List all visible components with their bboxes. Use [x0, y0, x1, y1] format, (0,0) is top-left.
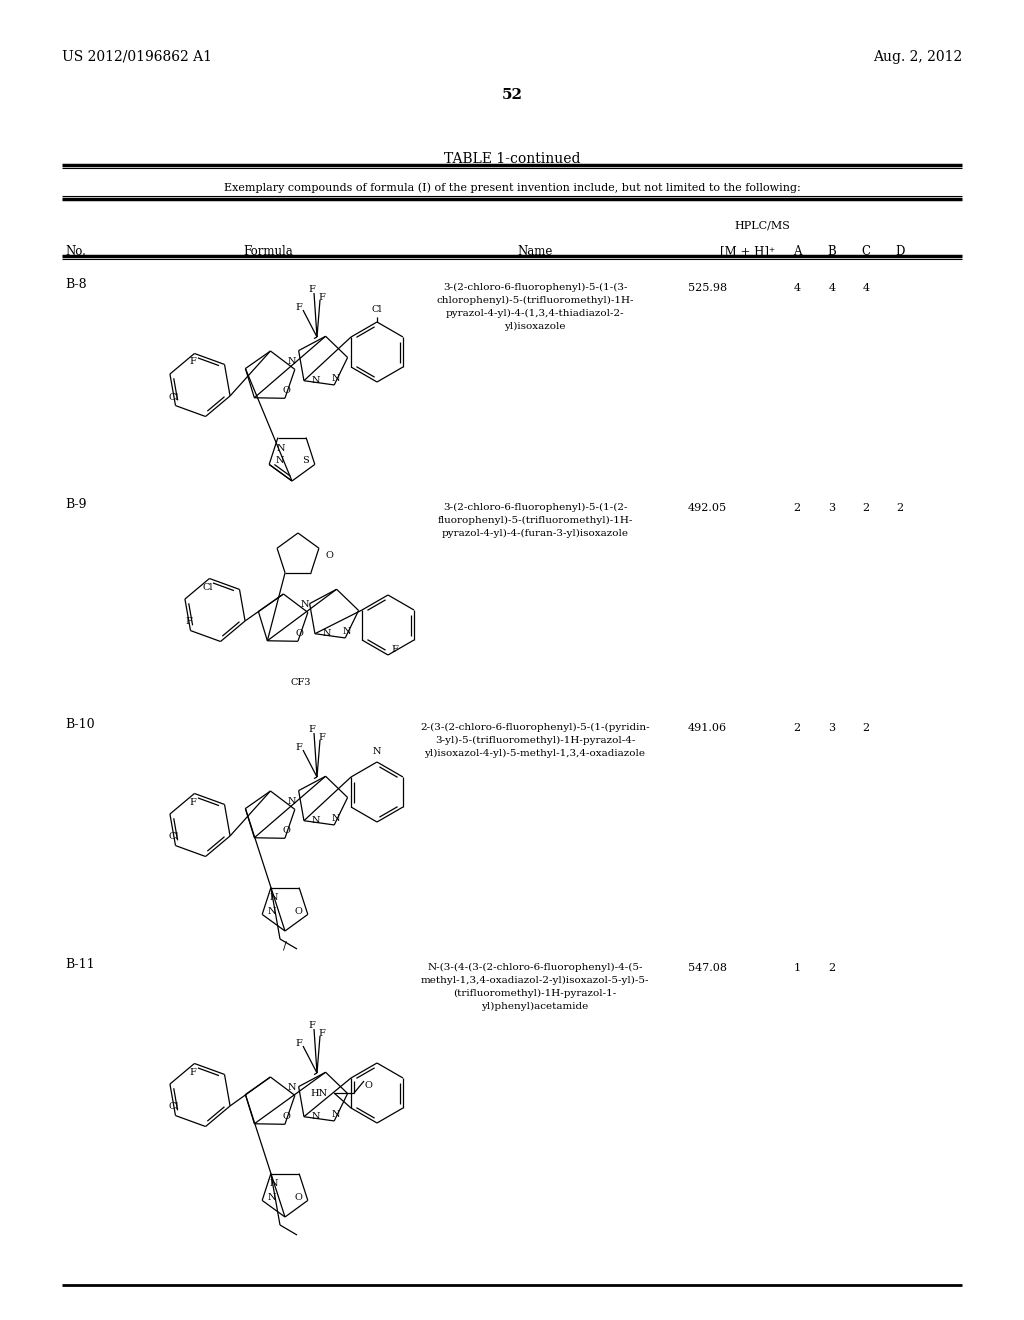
- Text: O: O: [296, 628, 304, 638]
- Text: B-10: B-10: [65, 718, 94, 731]
- Text: F: F: [185, 616, 191, 626]
- Text: Cl: Cl: [168, 392, 179, 401]
- Text: 3: 3: [828, 723, 836, 733]
- Text: [M + H]⁺: [M + H]⁺: [720, 246, 775, 257]
- Text: N: N: [312, 376, 321, 385]
- Text: 3-(2-chloro-6-fluorophenyl)-5-(1-(3-: 3-(2-chloro-6-fluorophenyl)-5-(1-(3-: [442, 282, 628, 292]
- Text: O: O: [325, 550, 333, 560]
- Text: (trifluoromethyl)-1H-pyrazol-1-: (trifluoromethyl)-1H-pyrazol-1-: [454, 989, 616, 998]
- Text: Name: Name: [517, 246, 553, 257]
- Text: CF3: CF3: [291, 678, 311, 686]
- Text: 1: 1: [794, 964, 801, 973]
- Text: C: C: [861, 246, 870, 257]
- Text: N: N: [269, 892, 279, 902]
- Text: N: N: [332, 1110, 340, 1119]
- Text: Cl: Cl: [372, 305, 382, 314]
- Text: N: N: [275, 455, 284, 465]
- Text: N: N: [332, 814, 340, 824]
- Text: B: B: [827, 246, 837, 257]
- Text: 491.06: 491.06: [688, 723, 727, 733]
- Text: N: N: [269, 1179, 279, 1188]
- Text: N: N: [276, 444, 285, 453]
- Text: US 2012/0196862 A1: US 2012/0196862 A1: [62, 50, 212, 63]
- Text: S: S: [302, 455, 309, 465]
- Text: F: F: [318, 1028, 326, 1038]
- Text: O: O: [283, 385, 291, 395]
- Text: D: D: [895, 246, 904, 257]
- Text: F: F: [189, 799, 196, 808]
- Text: N: N: [301, 599, 309, 609]
- Text: N: N: [343, 627, 351, 636]
- Text: 525.98: 525.98: [688, 282, 727, 293]
- Text: F: F: [318, 733, 326, 742]
- Text: TABLE 1-continued: TABLE 1-continued: [443, 152, 581, 166]
- Text: O: O: [295, 1193, 303, 1203]
- Text: A: A: [793, 246, 801, 257]
- Text: pyrazol-4-yl)-4-(1,3,4-thiadiazol-2-: pyrazol-4-yl)-4-(1,3,4-thiadiazol-2-: [445, 309, 625, 318]
- Text: 547.08: 547.08: [688, 964, 727, 973]
- Text: pyrazol-4-yl)-4-(furan-3-yl)isoxazole: pyrazol-4-yl)-4-(furan-3-yl)isoxazole: [441, 529, 629, 539]
- Text: Exemplary compounds of formula (I) of the present invention include, but not lim: Exemplary compounds of formula (I) of th…: [223, 182, 801, 193]
- Text: chlorophenyl)-5-(trifluoromethyl)-1H-: chlorophenyl)-5-(trifluoromethyl)-1H-: [436, 296, 634, 305]
- Text: 4: 4: [862, 282, 869, 293]
- Text: HPLC/MS: HPLC/MS: [734, 220, 790, 230]
- Text: F: F: [308, 1020, 315, 1030]
- Text: F: F: [296, 302, 302, 312]
- Text: Cl: Cl: [168, 832, 179, 841]
- Text: O: O: [283, 826, 291, 834]
- Text: 2-(3-(2-chloro-6-fluorophenyl)-5-(1-(pyridin-: 2-(3-(2-chloro-6-fluorophenyl)-5-(1-(pyr…: [420, 723, 650, 733]
- Text: N: N: [332, 375, 340, 383]
- Text: O: O: [295, 907, 303, 916]
- Text: 4: 4: [794, 282, 801, 293]
- Text: 3: 3: [828, 503, 836, 513]
- Text: F: F: [308, 725, 315, 734]
- Text: 2: 2: [794, 503, 801, 513]
- Text: No.: No.: [65, 246, 86, 257]
- Text: N: N: [312, 1113, 321, 1121]
- Text: yl)isoxazol-4-yl)-5-methyl-1,3,4-oxadiazole: yl)isoxazol-4-yl)-5-methyl-1,3,4-oxadiaz…: [425, 748, 645, 758]
- Text: 492.05: 492.05: [688, 503, 727, 513]
- Text: 2: 2: [794, 723, 801, 733]
- Text: N: N: [288, 797, 296, 807]
- Text: Cl: Cl: [168, 1102, 179, 1110]
- Text: F: F: [391, 645, 398, 655]
- Text: 2: 2: [862, 503, 869, 513]
- Text: O: O: [364, 1081, 372, 1089]
- Text: B-9: B-9: [65, 498, 86, 511]
- Text: Formula: Formula: [243, 246, 293, 257]
- Text: Cl: Cl: [202, 583, 213, 593]
- Text: 2: 2: [896, 503, 903, 513]
- Text: 3-yl)-5-(trifluoromethyl)-1H-pyrazol-4-: 3-yl)-5-(trifluoromethyl)-1H-pyrazol-4-: [435, 737, 635, 744]
- Text: 4: 4: [828, 282, 836, 293]
- Text: B-8: B-8: [65, 279, 87, 290]
- Text: 2: 2: [828, 964, 836, 973]
- Text: F: F: [318, 293, 326, 301]
- Text: N: N: [288, 356, 296, 366]
- Text: Aug. 2, 2012: Aug. 2, 2012: [872, 50, 962, 63]
- Text: N: N: [267, 907, 275, 916]
- Text: methyl-1,3,4-oxadiazol-2-yl)isoxazol-5-yl)-5-: methyl-1,3,4-oxadiazol-2-yl)isoxazol-5-y…: [421, 975, 649, 985]
- Text: O: O: [283, 1111, 291, 1121]
- Text: F: F: [189, 358, 196, 367]
- Text: N: N: [312, 816, 321, 825]
- Text: F: F: [308, 285, 315, 293]
- Text: 52: 52: [502, 88, 522, 102]
- Text: N: N: [267, 1193, 275, 1203]
- Text: N-(3-(4-(3-(2-chloro-6-fluorophenyl)-4-(5-: N-(3-(4-(3-(2-chloro-6-fluorophenyl)-4-(…: [427, 964, 643, 972]
- Text: 2: 2: [862, 723, 869, 733]
- Text: yl)isoxazole: yl)isoxazole: [504, 322, 565, 331]
- Text: yl)phenyl)acetamide: yl)phenyl)acetamide: [481, 1002, 589, 1011]
- Text: 3-(2-chloro-6-fluorophenyl)-5-(1-(2-: 3-(2-chloro-6-fluorophenyl)-5-(1-(2-: [442, 503, 628, 512]
- Text: B-11: B-11: [65, 958, 94, 972]
- Text: /: /: [283, 941, 287, 950]
- Text: N: N: [323, 630, 332, 638]
- Text: HN: HN: [311, 1089, 328, 1097]
- Text: fluorophenyl)-5-(trifluoromethyl)-1H-: fluorophenyl)-5-(trifluoromethyl)-1H-: [437, 516, 633, 525]
- Text: N: N: [288, 1082, 296, 1092]
- Text: F: F: [189, 1068, 196, 1077]
- Text: F: F: [296, 1039, 302, 1048]
- Text: F: F: [296, 742, 302, 751]
- Text: N: N: [373, 747, 381, 756]
